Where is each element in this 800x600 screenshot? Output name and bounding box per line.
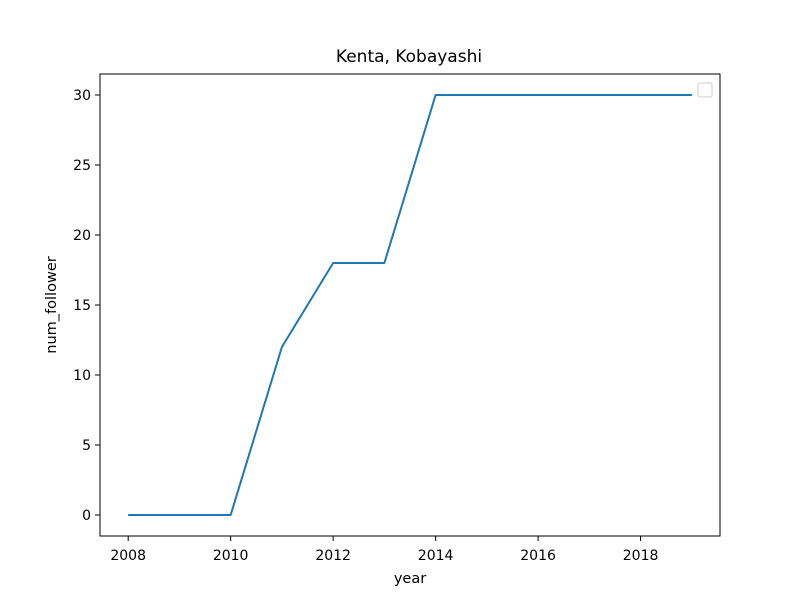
y-tick-label: 5: [82, 438, 91, 454]
x-tick-label: 2008: [110, 548, 146, 564]
y-axis-label: num_follower: [44, 256, 60, 353]
series-line: [128, 94, 692, 516]
y-tick-label: 0: [82, 508, 91, 524]
x-tick-label: 2010: [213, 548, 249, 564]
x-tick-label: 2014: [418, 548, 454, 564]
x-tick-label: 2018: [623, 548, 659, 564]
x-axis-ticks: 2008 2010 2012 2014 2016 2018: [110, 536, 658, 564]
x-tick-label: 2012: [315, 548, 351, 564]
x-tick-label: 2016: [520, 548, 556, 564]
chart-title: Kenta, Kobayashi: [336, 47, 482, 67]
y-tick-label: 20: [73, 228, 91, 244]
series-layer: [128, 94, 692, 516]
y-tick-label: 10: [73, 368, 91, 384]
y-tick-label: 25: [73, 158, 91, 174]
legend-box: [697, 82, 713, 98]
y-axis-ticks: 0 5 10 15 20 25 30: [73, 88, 100, 524]
y-tick-label: 30: [73, 88, 91, 104]
y-tick-label: 15: [73, 298, 91, 314]
x-axis-label: year: [394, 571, 426, 587]
